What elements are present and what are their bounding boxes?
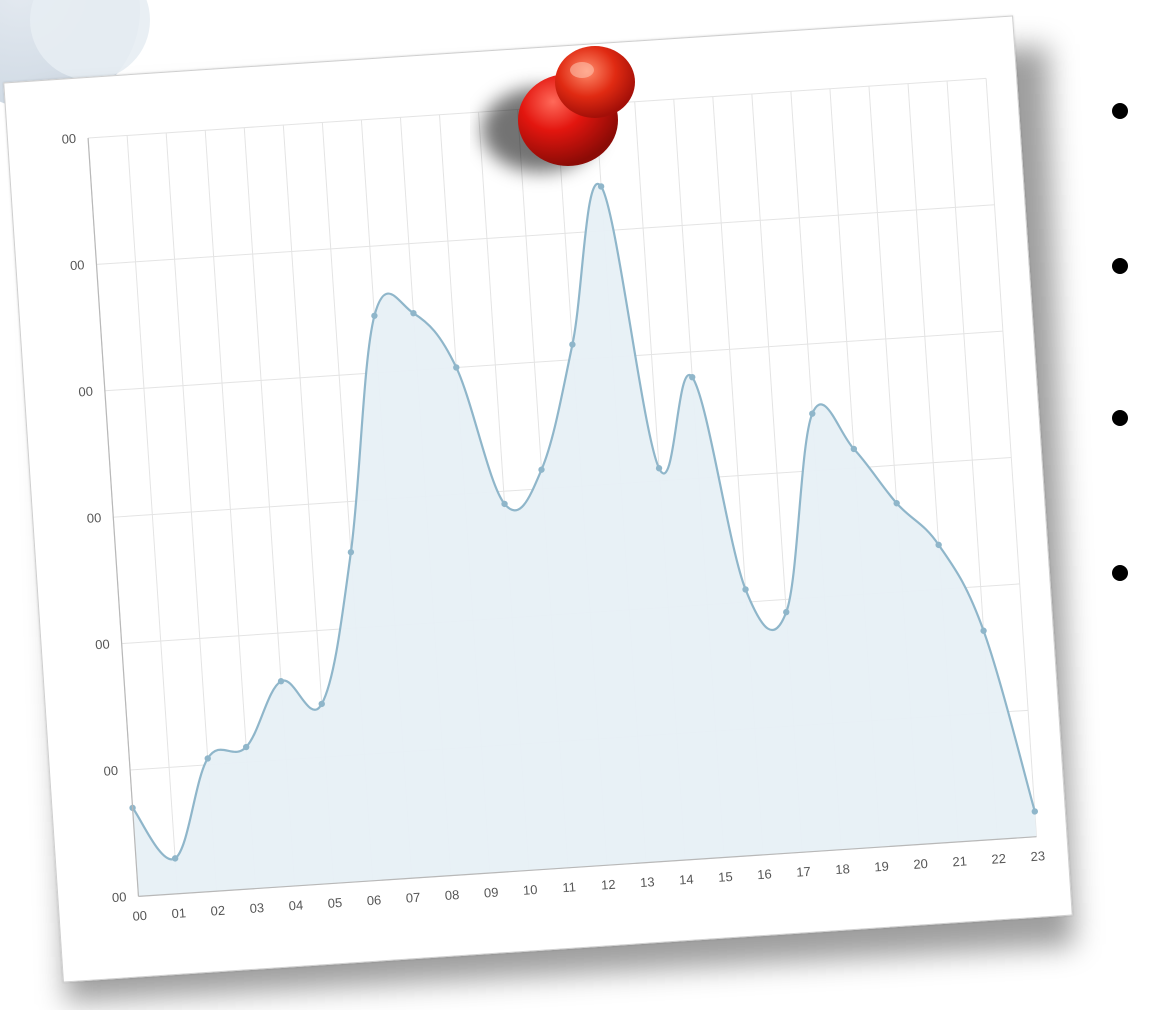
x-tick-label: 18 [835, 861, 850, 877]
x-tick-label: 23 [1030, 848, 1045, 864]
x-tick-label: 16 [757, 866, 772, 882]
x-tick-label: 08 [444, 887, 459, 903]
y-tick-label: 00 [61, 131, 76, 147]
x-tick-label: 14 [679, 872, 694, 888]
x-tick-label: 00 [132, 908, 147, 924]
data-point [501, 500, 508, 508]
data-point [371, 312, 378, 319]
x-tick-label: 02 [210, 903, 225, 919]
data-point [783, 608, 790, 616]
x-tick-label: 04 [288, 897, 303, 913]
chart-points [129, 183, 1038, 862]
x-axis [138, 836, 1037, 897]
chart-area-layer [131, 182, 1037, 897]
x-tick-label: 07 [405, 890, 420, 906]
series-area [132, 183, 1037, 897]
pinned-note-chart: 00 01 02 03 04 05 06 07 08 09 10 11 12 13 14 15 16 17 18 19… [3, 15, 1073, 983]
list-bullet [1112, 103, 1128, 119]
x-tick-label: 15 [718, 869, 733, 885]
y-tick-label: 00 [70, 257, 85, 273]
x-tick-label: 10 [522, 882, 537, 898]
list-bullet [1112, 410, 1128, 426]
y-tick-label: 00 [86, 510, 101, 526]
x-tick-label: 17 [796, 864, 811, 880]
x-tick-label: 20 [913, 856, 928, 872]
data-point [809, 410, 816, 417]
data-point [689, 373, 696, 381]
data-point [850, 445, 858, 453]
x-tick-label: 01 [171, 905, 186, 921]
y-tick-label: 00 [78, 384, 93, 400]
y-tick-label: 00 [95, 636, 110, 652]
x-tick-label: 21 [952, 853, 967, 869]
y-tick-label: 00 [103, 763, 118, 779]
data-point [935, 541, 942, 549]
x-tick-label: 09 [483, 885, 498, 901]
data-point [893, 500, 900, 507]
data-point [597, 183, 605, 190]
x-tick-label: 05 [327, 895, 342, 911]
data-point [538, 466, 545, 473]
x-tick-label: 19 [874, 859, 889, 875]
x-tick-label: 22 [991, 851, 1006, 867]
data-point [655, 465, 663, 472]
area-chart: 00 01 02 03 04 05 06 07 08 09 10 11 12 13 14 15 16 17 18 19… [61, 77, 1045, 924]
data-point [410, 309, 417, 317]
data-point [453, 364, 460, 371]
y-axis [87, 137, 140, 897]
chart-labels: 00 01 02 03 04 05 06 07 08 09 10 11 12 13 14 15 16 17 18 19… [61, 131, 1045, 924]
data-point [171, 855, 179, 862]
data-point [277, 678, 285, 685]
data-point [980, 627, 987, 634]
series-line [131, 182, 1036, 861]
list-bullet [1112, 258, 1128, 274]
data-point [347, 548, 355, 556]
x-tick-label: 13 [640, 874, 655, 890]
chart-axes [87, 137, 1037, 897]
push-pin-icon [482, 46, 635, 172]
x-tick-label: 12 [601, 877, 616, 893]
grid-line-horizontal [104, 330, 1003, 392]
data-point [242, 743, 250, 751]
data-point [318, 700, 325, 708]
x-tick-label: 06 [366, 892, 381, 908]
data-point [204, 755, 211, 762]
data-point [569, 341, 576, 348]
data-point [742, 586, 749, 593]
list-bullet [1112, 565, 1128, 581]
x-tick-label: 11 [562, 879, 576, 895]
data-point [1031, 808, 1038, 815]
grid-line-horizontal [96, 204, 995, 265]
y-tick-label: 00 [112, 889, 127, 905]
x-tick-label: 03 [249, 900, 264, 916]
